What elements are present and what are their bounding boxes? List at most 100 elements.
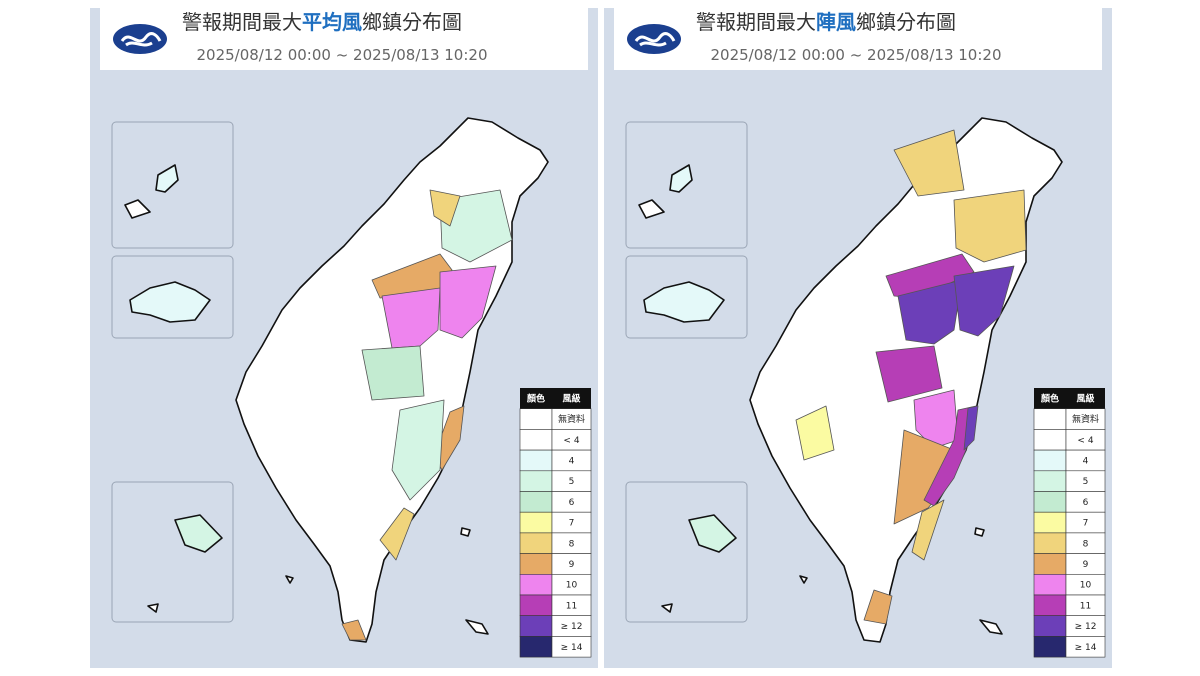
wind-region	[795, 405, 835, 461]
header-box	[614, 8, 1102, 70]
legend-swatch	[519, 429, 553, 451]
legend-label: 10	[566, 581, 578, 591]
legend-swatch	[519, 470, 553, 492]
legend-swatch	[1033, 470, 1067, 492]
wind-region	[863, 589, 893, 625]
wind-region	[913, 389, 959, 449]
map-title: 警報期間最大平均風鄉鎮分布圖	[182, 10, 462, 34]
legend-label: 5	[1083, 477, 1089, 487]
wind-region	[439, 189, 513, 263]
wind-region	[381, 287, 441, 349]
wind-region	[341, 619, 367, 641]
map	[111, 117, 549, 643]
legend-swatch	[1033, 636, 1067, 658]
legend-head	[1034, 388, 1105, 409]
legend-label: 10	[1080, 581, 1092, 591]
legend-swatch	[519, 408, 553, 430]
title-prefix: 警報期間最大	[182, 10, 302, 34]
cwa-logo	[627, 24, 681, 54]
wind-region	[893, 129, 965, 197]
date-range: 2025/08/12 00:00 ~ 2025/08/13 10:20	[196, 46, 487, 64]
logo-ellipse	[113, 24, 167, 54]
legend-swatch	[1033, 615, 1067, 637]
map	[625, 117, 1063, 643]
header-box	[100, 8, 588, 70]
title-prefix: 警報期間最大	[696, 10, 816, 34]
wind-region	[963, 405, 979, 451]
map-title: 警報期間最大陣風鄉鎮分布圖	[696, 10, 956, 34]
legend-swatch	[1033, 573, 1067, 596]
legend-label: ≥ 14	[561, 643, 583, 653]
cwa-logo	[113, 24, 167, 54]
logo-ellipse	[627, 24, 681, 54]
legend-swatch	[1033, 408, 1067, 430]
legend-swatch	[519, 491, 553, 513]
title-highlight: 平均風	[302, 10, 362, 34]
legend-header: 顏色	[526, 392, 545, 404]
legend-swatch	[519, 553, 553, 575]
panel: 警報期間最大平均風鄉鎮分布圖 2025/08/12 00:00 ~ 2025/08…	[90, 8, 598, 668]
wind-region	[391, 399, 445, 501]
legend-swatch	[1033, 491, 1067, 513]
legend-cell	[1065, 636, 1106, 658]
logo-swirl	[120, 32, 162, 47]
wind-region	[953, 189, 1027, 263]
date-range: 2025/08/12 00:00 ~ 2025/08/13 10:20	[710, 46, 1001, 64]
legend-label: 8	[569, 539, 575, 549]
legend-label: 無資料	[1072, 413, 1099, 425]
legend-header: 風級	[562, 392, 581, 404]
legend-label: ≥ 14	[1075, 643, 1097, 653]
legend-label: 4	[1083, 456, 1089, 466]
legend-head	[520, 388, 591, 409]
legend-label: 11	[1080, 601, 1091, 611]
legend-swatch	[519, 532, 553, 554]
legend-label: 5	[569, 477, 575, 487]
panel: 警報期間最大陣風鄉鎮分布圖 2025/08/12 00:00 ~ 2025/08/…	[604, 8, 1112, 668]
legend-swatch	[1033, 553, 1067, 575]
title-highlight: 陣風	[816, 10, 856, 34]
title-suffix: 鄉鎮分布圖	[856, 10, 956, 34]
legend-swatch	[519, 636, 553, 658]
wind-region	[439, 265, 497, 339]
legend-swatch	[519, 594, 553, 617]
wind-region	[953, 265, 1015, 337]
legend-label: < 4	[1077, 436, 1093, 446]
legend-swatch	[1033, 449, 1067, 472]
legend-label: 6	[569, 498, 575, 508]
title-suffix: 鄉鎮分布圖	[362, 10, 462, 34]
legend-header: 顏色	[1040, 392, 1059, 404]
legend-label: < 4	[563, 436, 579, 446]
logo-swirl	[634, 32, 676, 47]
legend-label: 8	[1083, 539, 1089, 549]
wind-region	[911, 499, 945, 561]
legend-label: 9	[569, 560, 575, 570]
legend-label: 7	[1083, 519, 1089, 529]
wind-region	[429, 189, 461, 227]
legend-swatch	[1033, 429, 1067, 451]
wind-region	[875, 345, 943, 403]
legend-label: 無資料	[558, 413, 585, 425]
legend-swatch	[1033, 532, 1067, 554]
legend-swatch	[519, 511, 553, 534]
legend-swatch	[1033, 594, 1067, 617]
legend-swatch	[519, 449, 553, 472]
legend-label: ≥ 12	[1075, 622, 1097, 632]
legend-swatch	[1033, 511, 1067, 534]
legend-label: 6	[1083, 498, 1089, 508]
legend-header: 風級	[1076, 392, 1095, 404]
legend-swatch	[519, 573, 553, 596]
legend-label: 9	[1083, 560, 1089, 570]
legend-label: 4	[569, 456, 575, 466]
legend-label: ≥ 12	[561, 622, 583, 632]
wind-region	[361, 345, 425, 401]
legend-cell	[551, 636, 592, 658]
legend-label: 11	[566, 601, 577, 611]
wind-region	[897, 279, 963, 345]
legend-swatch	[519, 615, 553, 637]
legend-label: 7	[569, 519, 575, 529]
wind-region	[379, 507, 415, 561]
